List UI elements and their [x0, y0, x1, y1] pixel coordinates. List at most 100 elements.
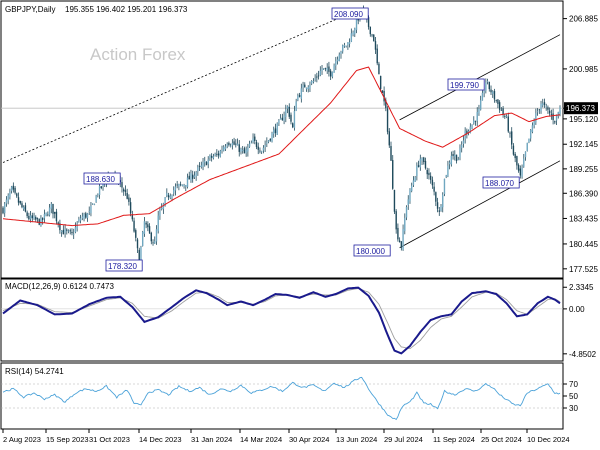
candle-body: [342, 45, 344, 52]
candle-body: [152, 242, 154, 244]
candle-body: [24, 205, 27, 212]
candle-body: [35, 216, 37, 220]
candle-body: [16, 193, 18, 197]
candle-body: [179, 184, 182, 186]
price-tick-label: 186.390: [569, 189, 598, 198]
candle-body: [262, 147, 265, 151]
candle-body: [243, 148, 246, 154]
candle-body: [202, 162, 204, 167]
candle-body: [21, 203, 23, 208]
candle-body: [421, 157, 423, 161]
candle-body: [19, 200, 21, 204]
candle-body: [493, 91, 496, 100]
price-tick-label: 195.120: [569, 115, 598, 124]
candle-body: [133, 220, 135, 232]
candle-body: [348, 42, 351, 44]
candle-body: [28, 215, 30, 220]
candle-body: [69, 230, 71, 232]
candle-body: [129, 202, 132, 214]
candle-body: [174, 186, 177, 191]
candle-body: [402, 229, 404, 250]
candle-body: [350, 33, 353, 42]
candle-body: [288, 106, 290, 117]
candle-body: [486, 81, 489, 82]
candle-body: [388, 131, 390, 146]
rsi-pane: [0, 362, 564, 430]
candle-body: [52, 203, 54, 214]
candle-body: [160, 207, 163, 210]
candle-body: [392, 160, 394, 189]
candle-body: [17, 197, 20, 203]
candle-body: [554, 121, 556, 123]
candle-body: [498, 102, 501, 110]
candle-body: [419, 158, 422, 168]
candle-body: [443, 178, 446, 195]
candle-body: [266, 142, 268, 144]
candle-body: [193, 175, 196, 178]
macd-pane: [0, 278, 564, 362]
macd-tick-label: -4.8502: [569, 350, 597, 359]
macd-tick-label: 0.00: [569, 305, 585, 314]
candle-body: [290, 114, 292, 122]
candle-body: [442, 194, 444, 208]
candle-body: [317, 75, 320, 77]
price-annotation-label: 188.630: [86, 175, 115, 184]
price-annotation-box: [482, 176, 520, 189]
candle-body: [304, 84, 306, 88]
candle-body: [479, 100, 482, 110]
candle-body: [367, 17, 370, 27]
candle-body: [62, 229, 65, 235]
candle-body: [300, 88, 303, 99]
candle-body: [198, 166, 201, 167]
candle-body: [66, 229, 68, 231]
candle-body: [248, 143, 251, 147]
candle-body: [433, 186, 435, 192]
price-annotation-box: [447, 78, 485, 91]
macd-line: [2, 286, 561, 355]
candle-body: [426, 169, 428, 175]
candle-body: [79, 218, 82, 221]
candle-body: [467, 131, 470, 133]
candle-body: [76, 223, 78, 229]
candle-body: [331, 71, 334, 77]
candle-body: [436, 202, 439, 209]
candle-body: [204, 160, 206, 163]
candle-body: [83, 214, 85, 219]
candle-body: [338, 54, 340, 62]
candle-body: [216, 153, 218, 155]
candle-body: [45, 212, 47, 216]
candle-body: [26, 212, 28, 217]
candle-body: [14, 187, 16, 193]
candle-body: [209, 155, 211, 159]
candle-body: [188, 175, 190, 180]
candle-body: [283, 115, 285, 121]
candle-body: [438, 210, 440, 212]
candle-body: [223, 147, 225, 151]
candle-body: [86, 213, 89, 218]
candle-body: [369, 26, 372, 35]
candle-body: [12, 185, 15, 190]
candle-body: [264, 145, 266, 148]
candle-body: [22, 207, 25, 210]
candle-body: [336, 59, 339, 62]
candle-body: [90, 205, 92, 214]
candle-body: [414, 177, 416, 182]
candle-body: [247, 147, 249, 152]
candle-body: [517, 164, 520, 171]
candle-body: [229, 145, 232, 147]
candle-body: [185, 184, 187, 187]
dotted-trendline: [2, 7, 362, 163]
candle-body: [159, 211, 161, 216]
candle-body: [190, 173, 192, 181]
candle-body: [150, 232, 153, 242]
candle-body: [502, 108, 504, 115]
candle-body: [260, 151, 263, 153]
candle-body: [278, 120, 280, 124]
candle-body: [183, 184, 185, 186]
candle-body: [412, 180, 415, 186]
candle-body: [298, 95, 301, 97]
candle-body: [404, 217, 406, 232]
candle-body: [228, 142, 230, 146]
candle-body: [538, 109, 541, 111]
candle-body: [500, 109, 503, 111]
